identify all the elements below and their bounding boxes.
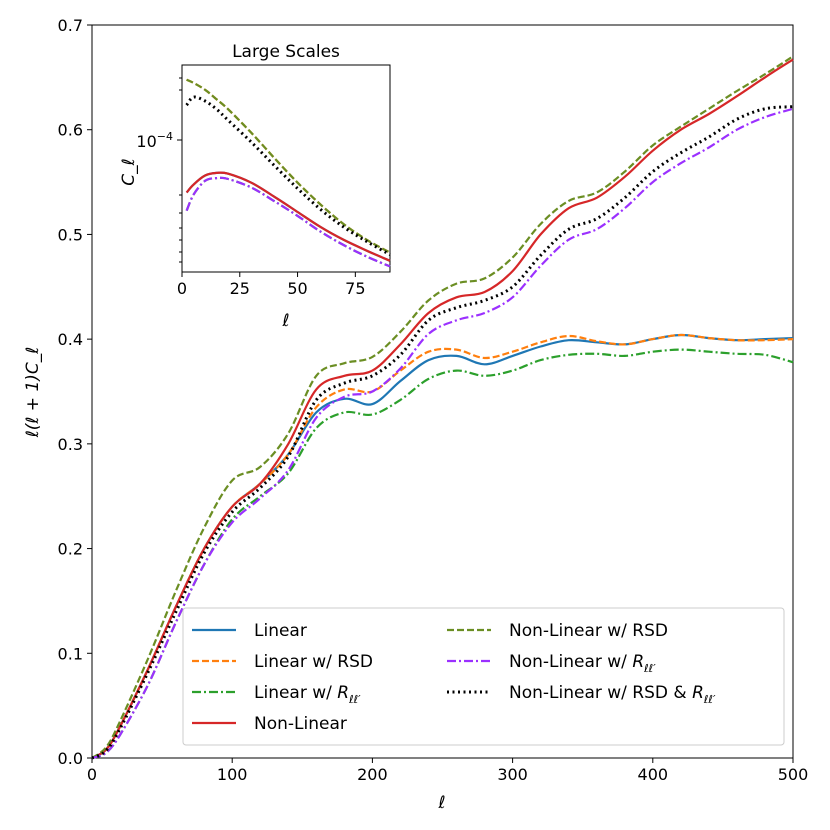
- main-y-tick-label: 0.0: [58, 749, 83, 768]
- inset-x-axis: 0 25 50 75: [177, 272, 366, 298]
- main-x-tick-label: 500: [778, 765, 809, 784]
- inset-x-label: ℓ: [281, 311, 289, 331]
- legend-entry: Linear w/ Rℓℓ′: [192, 683, 361, 706]
- inset-series-line-non-linear-w-rsd: [186, 78, 391, 254]
- inset-x-tick-label: 75: [345, 279, 365, 298]
- main-x-tick-label: 400: [638, 765, 669, 784]
- inset-title: Large Scales: [232, 42, 340, 62]
- inset-x-tick-label: 25: [230, 279, 250, 298]
- series-line-non-linear-w-rsd-r-: [91, 105, 794, 760]
- main-x-axis: 0 100 200 300 400 500: [87, 758, 808, 784]
- main-y-tick-label: 0.4: [58, 330, 83, 349]
- legend-label: Non-Linear w/ RSD: [509, 621, 668, 641]
- inset-y-axis: 10−4: [136, 77, 182, 263]
- inset-x-tick-label: 50: [287, 279, 307, 298]
- series-line-non-linear-w-rsd: [91, 55, 794, 759]
- main-y-axis: 0.0 0.1 0.2 0.3 0.4 0.5 0.6 0.7: [58, 16, 92, 768]
- main-y-tick-label: 0.2: [58, 540, 83, 559]
- main-y-label: ℓ(ℓ + 1)C_ℓ: [23, 347, 43, 439]
- legend-entries: Linear Linear w/ RSD Linear w/ Rℓℓ′ Non-Lin…: [192, 621, 716, 734]
- series-line-non-linear: [91, 58, 794, 759]
- main-y-tick-label: 0.1: [58, 644, 83, 663]
- inset-y-tick-label: 10−4: [136, 130, 173, 151]
- inset-y-label: C_ℓ: [119, 158, 139, 185]
- main-x-tick-label: 300: [497, 765, 528, 784]
- main-y-tick-label: 0.3: [58, 435, 83, 454]
- legend-label: Non-Linear: [254, 714, 347, 734]
- inset-series-line-non-linear-w-r-: [185, 176, 391, 268]
- main-x-label: ℓ: [437, 793, 445, 813]
- main-x-tick-label: 200: [357, 765, 388, 784]
- main-plot-frame: [91, 24, 794, 759]
- legend-entry: Non-Linear w/ RSD & Rℓℓ′: [447, 683, 716, 706]
- inset-series-lines: [185, 78, 391, 268]
- legend-label: Non-Linear w/ Rℓℓ′: [509, 652, 656, 675]
- legend-entry: Linear w/ RSD: [192, 652, 373, 672]
- inset-x-tick-label: 0: [177, 279, 187, 298]
- legend-entry: Non-Linear w/ RSD: [447, 621, 668, 641]
- main-x-tick-label: 0: [87, 765, 97, 784]
- legend-entry: Non-Linear: [192, 714, 347, 734]
- main-y-tick-label: 0.7: [58, 16, 83, 35]
- inset-plot: Large Scales 0 25 50 75 10−4 ℓ C_ℓ: [119, 42, 391, 331]
- legend-entry: Non-Linear w/ Rℓℓ′: [447, 652, 656, 675]
- main-y-tick-label: 0.5: [58, 225, 83, 244]
- legend-label: Linear w/ RSD: [254, 652, 373, 672]
- main-series-lines: [91, 55, 794, 760]
- legend: Linear Linear w/ RSD Linear w/ Rℓℓ′ Non-Lin…: [182, 607, 785, 746]
- legend-box: [182, 607, 785, 746]
- main-plot: 0 100 200 300 400 500 0.00.10.20.30.40.50.60.…: [23, 16, 808, 813]
- series-line-non-linear-w-r-: [91, 107, 794, 760]
- main-x-tick-label: 100: [217, 765, 248, 784]
- legend-label: Linear: [254, 621, 307, 641]
- legend-label: Linear w/ Rℓℓ′: [254, 683, 361, 706]
- main-y-tick-label: 0.6: [58, 121, 83, 140]
- legend-label: Non-Linear w/ RSD & Rℓℓ′: [509, 683, 716, 706]
- legend-entry: Linear: [192, 621, 307, 641]
- inset-series-line-non-linear: [185, 171, 391, 262]
